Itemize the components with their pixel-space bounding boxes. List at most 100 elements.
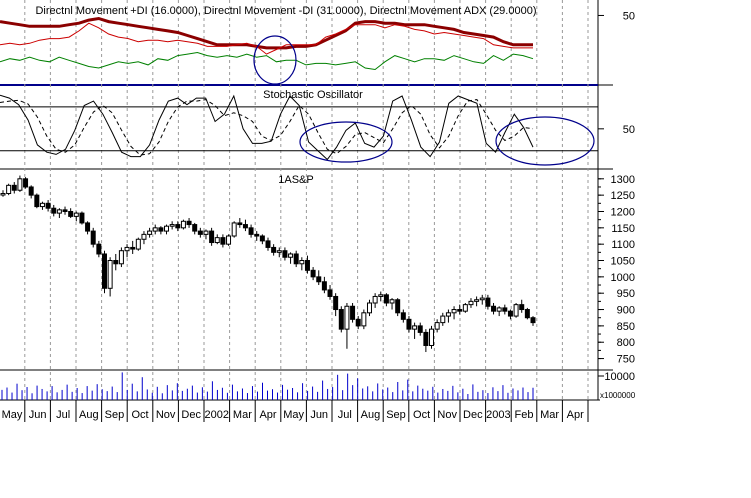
candle-body xyxy=(28,186,34,196)
dm-series-line-2 xyxy=(0,22,533,55)
candle-body xyxy=(164,225,170,232)
candle-body xyxy=(519,304,525,311)
price-candle xyxy=(237,218,243,228)
candle-body xyxy=(496,307,502,312)
candle-body xyxy=(304,260,310,271)
candle-body xyxy=(479,297,485,301)
candle-body xyxy=(434,322,440,330)
price-y-tick-label: 1200 xyxy=(611,206,635,218)
candle-body xyxy=(338,309,344,330)
price-candle xyxy=(34,193,40,209)
price-candle xyxy=(23,177,29,189)
x-tick-label: May xyxy=(283,409,304,421)
price-candle xyxy=(513,303,519,318)
price-candle xyxy=(164,224,170,235)
candle-body xyxy=(429,328,435,346)
candle-body xyxy=(186,220,192,226)
price-candle xyxy=(152,224,158,235)
stoch-series-line-2 xyxy=(0,99,534,156)
stoch-series-line-1 xyxy=(0,94,534,161)
candle-body xyxy=(321,281,327,291)
candle-body xyxy=(85,222,91,232)
price-candle xyxy=(17,175,23,192)
price-candle xyxy=(293,250,299,268)
candle-body xyxy=(101,253,107,289)
price-candle xyxy=(73,211,79,222)
price-candle xyxy=(474,296,480,307)
x-tick-label: May xyxy=(2,409,23,421)
price-candle xyxy=(530,316,536,326)
price-candle xyxy=(158,226,164,235)
price-candle xyxy=(214,234,220,245)
price-candle xyxy=(451,306,457,320)
candle-body xyxy=(451,309,457,314)
price-candle xyxy=(0,190,6,197)
price-candle xyxy=(79,211,85,225)
candle-body xyxy=(299,260,305,265)
price-candle xyxy=(180,219,186,230)
x-tick-label: Nov xyxy=(156,409,176,421)
price-candle xyxy=(90,227,96,248)
candle-body xyxy=(135,238,141,250)
candle-body xyxy=(524,309,530,319)
candle-body xyxy=(203,230,209,235)
candle-body xyxy=(34,194,40,208)
dm-panel-title: Directnl Movement +DI (16.0000), Directn… xyxy=(35,5,536,17)
stoch-annotation-ellipse-2 xyxy=(495,116,595,166)
price-candle xyxy=(429,325,435,349)
candle-body xyxy=(175,224,181,229)
price-candle xyxy=(507,309,513,320)
candle-body xyxy=(90,230,96,245)
price-candle xyxy=(248,224,254,238)
price-candle xyxy=(51,204,57,217)
candle-body xyxy=(214,237,220,244)
candle-body xyxy=(383,294,389,304)
candle-body xyxy=(344,305,350,330)
price-candle xyxy=(445,309,451,323)
candle-body xyxy=(389,299,395,304)
x-tick-label: Oct xyxy=(413,409,430,421)
candle-body xyxy=(242,224,248,229)
x-tick-label: Sep xyxy=(386,409,406,421)
price-candle xyxy=(276,247,282,258)
price-candle xyxy=(406,316,412,333)
price-y-tick-label: 1250 xyxy=(611,190,635,202)
candle-body xyxy=(350,305,356,320)
candle-body xyxy=(17,178,23,191)
candle-body xyxy=(79,212,85,224)
price-candle xyxy=(304,255,310,274)
price-candle xyxy=(259,234,265,245)
candle-body xyxy=(271,246,277,253)
price-candle xyxy=(147,227,153,238)
price-candle xyxy=(271,244,277,256)
candle-body xyxy=(513,304,519,317)
candle-body xyxy=(73,212,79,217)
price-candle xyxy=(400,309,406,323)
candle-body xyxy=(96,243,102,255)
price-candle xyxy=(468,298,474,308)
stoch-panel-title: Stochastic Oscillator xyxy=(263,89,363,101)
candle-body xyxy=(180,220,186,229)
price-candle xyxy=(383,293,389,307)
price-candle xyxy=(192,222,198,235)
price-candle xyxy=(118,247,124,268)
price-candle xyxy=(338,306,344,333)
candle-body xyxy=(372,295,378,304)
price-candle xyxy=(62,206,68,215)
candle-body xyxy=(316,276,322,283)
price-candle xyxy=(226,234,232,246)
price-candle xyxy=(440,312,446,326)
price-y-tick-label: 1000 xyxy=(611,272,635,284)
x-tick-label: Oct xyxy=(131,409,148,421)
price-y-tick-label: 1100 xyxy=(611,239,635,251)
price-candle xyxy=(175,221,181,232)
price-candle xyxy=(491,303,497,315)
price-candle xyxy=(6,183,12,196)
candle-body xyxy=(231,222,237,237)
price-candle xyxy=(242,219,248,232)
candle-body xyxy=(485,297,491,307)
price-candle xyxy=(355,316,361,330)
candle-body xyxy=(45,202,51,209)
price-candle xyxy=(135,237,141,251)
